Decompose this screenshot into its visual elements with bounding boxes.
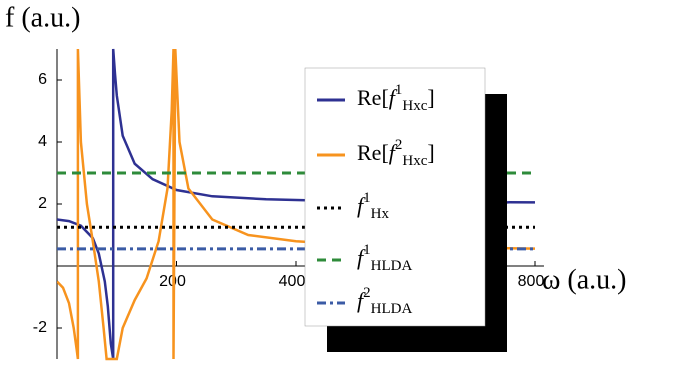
legend-label-part: Re[ xyxy=(357,140,389,165)
legend-label-part: ] xyxy=(427,85,434,110)
legend-label-part: 2 xyxy=(363,285,371,301)
legend-label-part: 1 xyxy=(363,190,371,206)
y-tick-label: -2 xyxy=(33,319,47,336)
x-tick-label: 400 xyxy=(279,273,306,290)
legend-label-part: f xyxy=(389,85,398,110)
y-tick-label: 2 xyxy=(38,195,47,212)
legend-label-part: Hxc xyxy=(402,98,427,114)
legend-label: Re[f1Hxc] xyxy=(357,82,435,114)
legend-label-part: 1 xyxy=(395,82,403,98)
legend-label-part: Hx xyxy=(371,206,390,222)
y-axis-label: f (a.u.) xyxy=(5,2,80,33)
y-tick-label: 6 xyxy=(38,71,47,88)
legend-label-part: 2 xyxy=(395,137,403,153)
legend-box xyxy=(304,67,486,327)
y-tick-label: 4 xyxy=(38,133,47,150)
legend-label-part: f xyxy=(357,288,366,313)
legend-label-part: f xyxy=(357,193,366,218)
legend-label-part: Hxc xyxy=(402,153,427,169)
series-line xyxy=(57,48,536,361)
x-tick-label: 800 xyxy=(518,273,545,290)
legend-label-part: ] xyxy=(427,140,434,165)
legend-label-part: HLDA xyxy=(371,258,413,274)
legend-label-part: 1 xyxy=(363,242,371,258)
legend-label-part: HLDA xyxy=(371,301,413,317)
legend-label: f1HLDA xyxy=(357,242,412,274)
legend-label: Re[f2Hxc] xyxy=(357,137,435,169)
legend-label-part: f xyxy=(389,140,398,165)
series-line xyxy=(57,48,536,360)
legend-label: f1Hx xyxy=(357,190,389,222)
legend-label-part: f xyxy=(357,245,366,270)
legend-label: f2HLDA xyxy=(357,285,412,317)
x-axis-label: ω (a.u.) xyxy=(542,264,627,295)
legend-label-part: Re[ xyxy=(357,85,389,110)
